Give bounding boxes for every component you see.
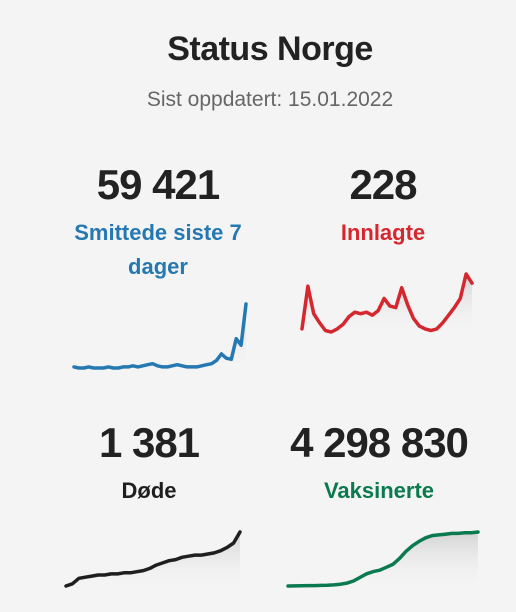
vaccinated-count: 4 298 830: [290, 419, 469, 466]
sparkline-area: [74, 304, 246, 372]
hospitalized-label: Innlagte: [340, 220, 426, 245]
stat-infected: 59 421 Smittede siste 7 dager: [43, 160, 273, 284]
deaths-sparkline: [64, 530, 242, 590]
vaccinated-sparkline: [286, 530, 480, 590]
sparkline-line: [286, 530, 480, 588]
deaths-count: 1 381: [98, 419, 200, 466]
stat-hospitalized: 228 Innlagte: [268, 160, 498, 250]
infected-label: Smittede siste 7 dager: [74, 220, 242, 279]
deaths-label: Døde: [121, 478, 177, 503]
last-updated: Sist oppdatert: 15.01.2022: [146, 88, 394, 111]
sparkline-line: [64, 530, 242, 588]
sparkline-line: [72, 302, 248, 370]
vaccinated-label: Vaksinerte: [323, 478, 435, 503]
hospitalized-sparkline: [300, 272, 474, 336]
sparkline-area: [66, 532, 240, 590]
infected-sparkline: [72, 302, 248, 372]
hospitalized-count: 228: [349, 161, 417, 208]
sparkline-area: [288, 532, 478, 590]
infected-count: 59 421: [96, 161, 220, 208]
stat-deaths: 1 381 Døde: [34, 418, 264, 508]
stat-vaccinated: 4 298 830 Vaksinerte: [264, 418, 494, 508]
sparkline-line: [300, 272, 474, 334]
page-title: Status Norge: [167, 30, 373, 68]
